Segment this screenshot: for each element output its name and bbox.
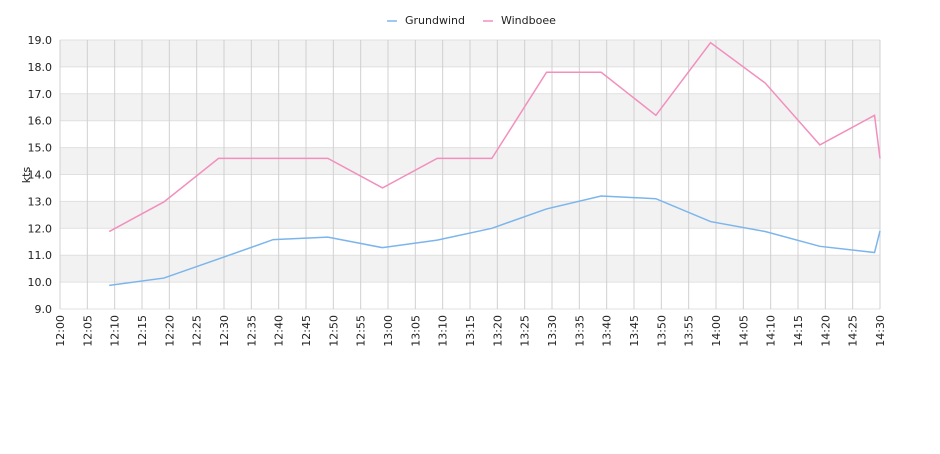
x-tick-label: 13:25 bbox=[519, 315, 532, 347]
series-line bbox=[109, 195, 881, 287]
x-tick-label: 13:50 bbox=[655, 315, 668, 347]
y-tick-label: 11.0 bbox=[28, 249, 53, 262]
x-tick-label: 12:50 bbox=[327, 315, 340, 347]
legend-label: Windboee bbox=[501, 14, 556, 27]
x-tick-label: 13:55 bbox=[683, 315, 696, 347]
x-tick-label: 13:45 bbox=[628, 315, 641, 347]
x-tick-label: 13:05 bbox=[409, 315, 422, 347]
x-tick-label: 12:35 bbox=[245, 315, 258, 347]
x-tick-label: 13:20 bbox=[491, 315, 504, 347]
x-tick-label: 12:45 bbox=[300, 315, 313, 347]
x-tick-label: 13:30 bbox=[546, 315, 559, 347]
x-tick-label: 14:00 bbox=[710, 315, 723, 347]
x-tick-label: 13:15 bbox=[464, 315, 477, 347]
y-tick-label: 10.0 bbox=[28, 276, 53, 289]
x-tick-label: 14:15 bbox=[792, 315, 805, 347]
x-tick-label: 12:10 bbox=[109, 315, 122, 347]
x-tick-label: 14:30 bbox=[874, 315, 887, 347]
y-tick-label: 9.0 bbox=[35, 303, 53, 316]
y-tick-label: 16.0 bbox=[28, 115, 53, 128]
x-tick-label: 14:05 bbox=[737, 315, 750, 347]
y-tick-label: 12.0 bbox=[28, 222, 53, 235]
x-tick-label: 12:15 bbox=[136, 315, 149, 347]
y-tick-label: 18.0 bbox=[28, 61, 53, 74]
x-tick-label: 14:10 bbox=[765, 315, 778, 347]
x-tick-label: 12:20 bbox=[163, 315, 176, 347]
x-tick-label: 13:00 bbox=[382, 315, 395, 347]
series-line bbox=[108, 41, 881, 233]
y-axis-label: kts bbox=[20, 167, 33, 184]
x-tick-label: 13:10 bbox=[437, 315, 450, 347]
x-tick-label: 12:00 bbox=[54, 315, 67, 347]
x-tick-label: 12:30 bbox=[218, 315, 231, 347]
x-tick-label: 12:55 bbox=[355, 315, 368, 347]
x-tick-label: 12:40 bbox=[273, 315, 286, 347]
x-tick-label: 12:25 bbox=[191, 315, 204, 347]
y-tick-label: 19.0 bbox=[28, 34, 53, 47]
y-tick-label: 17.0 bbox=[28, 88, 53, 101]
legend-label: Grundwind bbox=[405, 14, 465, 27]
y-tick-label: 15.0 bbox=[28, 142, 53, 155]
y-tick-label: 14.0 bbox=[28, 169, 53, 182]
x-tick-label: 13:35 bbox=[573, 315, 586, 347]
x-tick-label: 12:05 bbox=[81, 315, 94, 347]
y-tick-label: 13.0 bbox=[28, 195, 53, 208]
x-tick-label: 14:25 bbox=[847, 315, 860, 347]
x-tick-label: 14:20 bbox=[819, 315, 832, 347]
x-tick-label: 13:40 bbox=[601, 315, 614, 347]
